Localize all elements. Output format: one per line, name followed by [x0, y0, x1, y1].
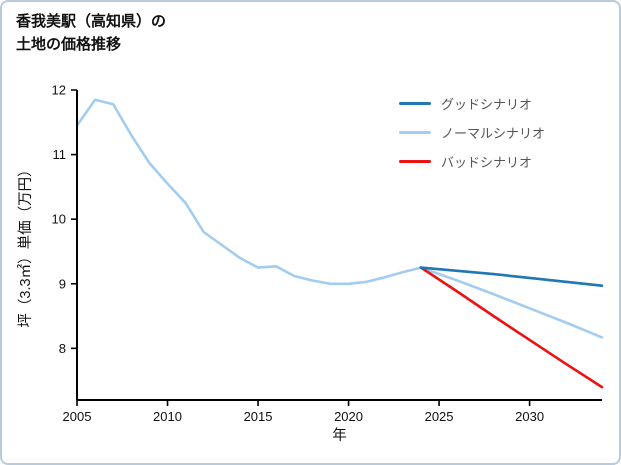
legend-item-normal-scenario: ノーマルシナリオ	[399, 123, 545, 142]
y-axis-tick-label: 9	[59, 276, 66, 291]
legend-item-bad-scenario: バッドシナリオ	[399, 152, 545, 171]
x-axis-tick-label: 2010	[153, 409, 182, 424]
page-title-line2: 土地の価格推移	[16, 36, 122, 54]
legend-line-normal-scenario-icon	[399, 131, 431, 134]
y-axis-tick-label: 11	[53, 147, 67, 162]
page-title-line1: 香我美駅（高知県）の	[16, 13, 167, 30]
legend-line-bad-scenario-icon	[399, 160, 431, 163]
legend-label-good-scenario: グッドシナリオ	[441, 97, 533, 112]
legend-label-bad-scenario: バッドシナリオ	[441, 155, 533, 170]
series-line	[419, 266, 604, 288]
legend-label-normal-scenario: ノーマルシナリオ	[441, 126, 546, 141]
legend-line-good-scenario-icon	[399, 102, 431, 105]
x-axis-tick-label: 2025	[425, 409, 454, 424]
y-axis-label: 坪（3.3㎡）単価（万円）	[17, 162, 34, 327]
series-line	[75, 98, 604, 339]
y-axis-tick-label: 12	[52, 83, 66, 98]
x-axis-tick-label: 2020	[334, 409, 363, 424]
x-axis-tick-label: 2015	[244, 409, 273, 424]
legend-item-good-scenario: グッドシナリオ	[399, 94, 545, 113]
x-axis-label: 年	[332, 427, 347, 444]
legend: グッドシナリオ ノーマルシナリオ バッドシナリオ	[399, 94, 545, 171]
x-axis-tick-label: 2030	[515, 409, 544, 424]
x-axis-tick-label: 2005	[63, 409, 92, 424]
y-axis-tick-label: 8	[59, 341, 66, 356]
page-title: 香我美駅（高知県）の 土地の価格推移	[16, 10, 166, 57]
y-axis-tick-label: 10	[52, 212, 66, 227]
series-line	[419, 266, 604, 389]
